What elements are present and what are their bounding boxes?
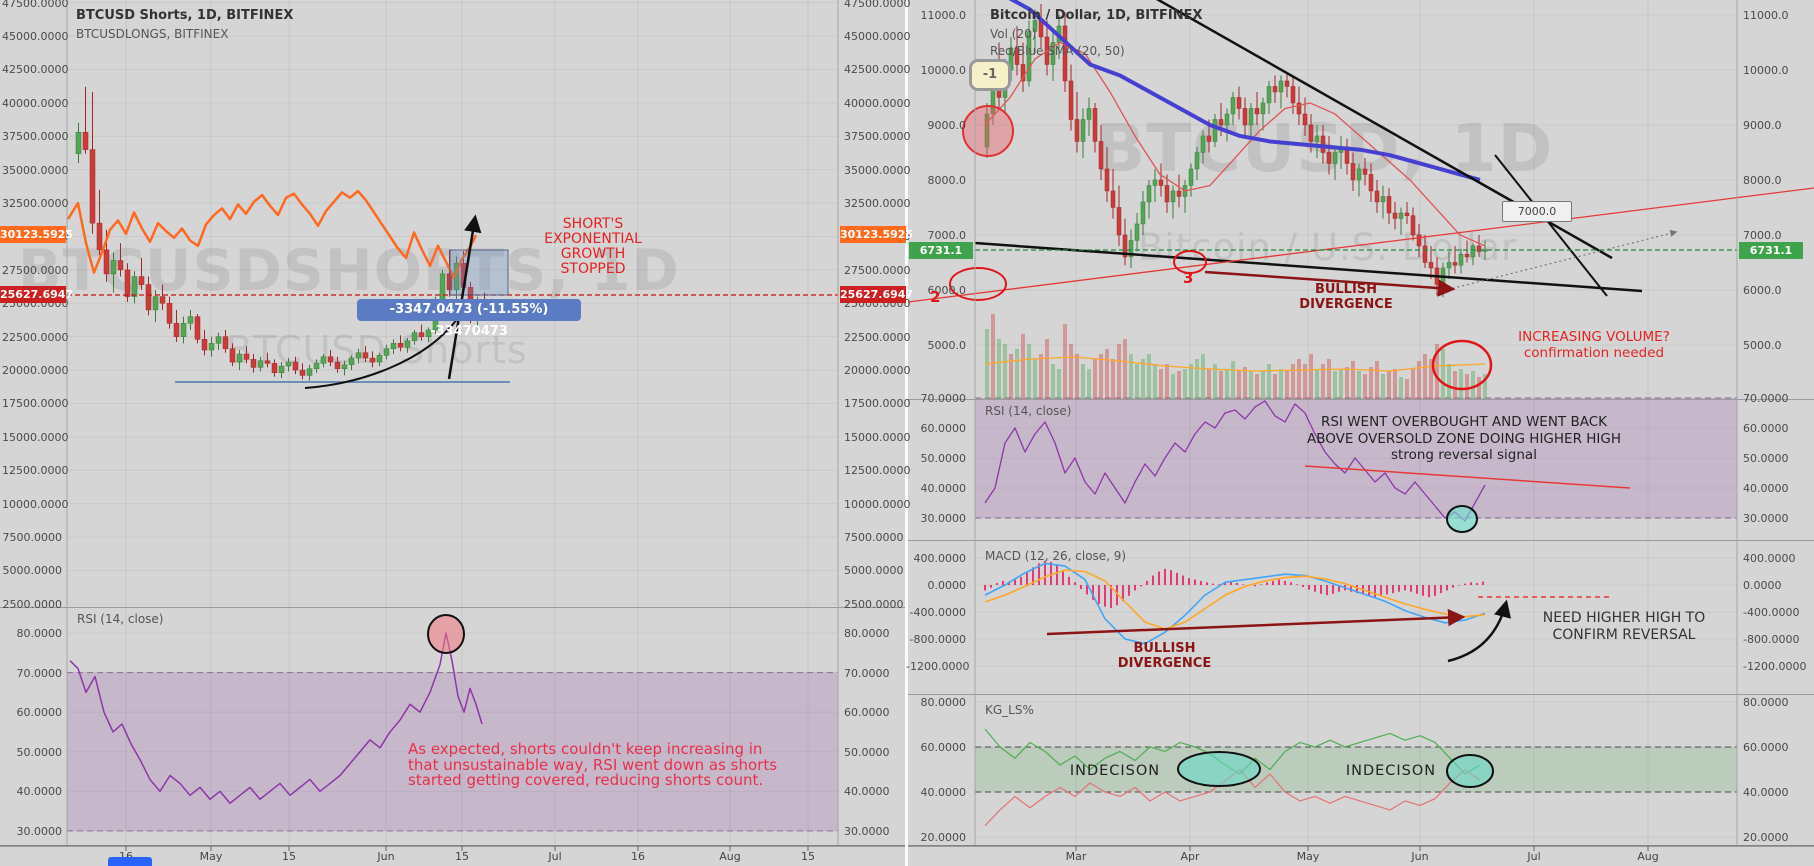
tradingview-dual-chart-screenshot: BTCUSDSHORTS, 1D BTCUSD Shorts BTCUSD, 1…: [0, 0, 1814, 866]
charts-canvas[interactable]: [0, 0, 1814, 866]
